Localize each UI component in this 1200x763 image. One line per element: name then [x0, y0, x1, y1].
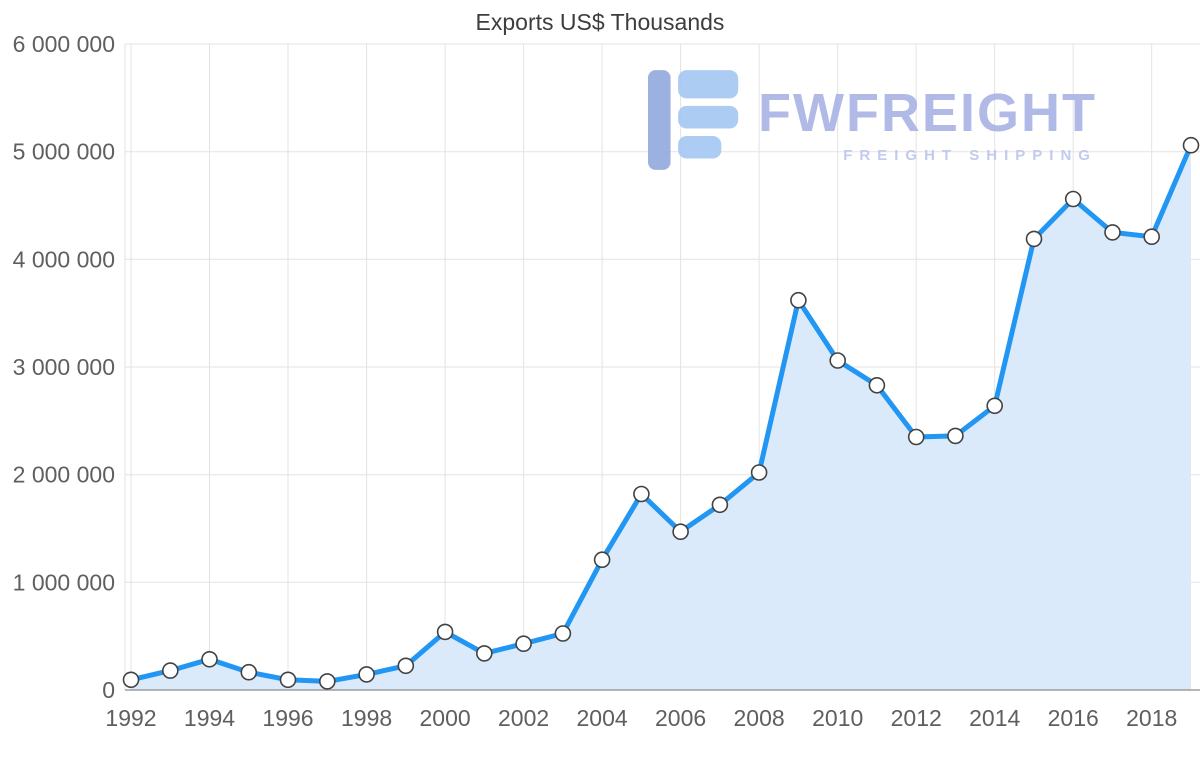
svg-text:1 000 000: 1 000 000 [13, 569, 115, 595]
svg-text:1994: 1994 [184, 705, 235, 731]
data-point [554, 625, 572, 642]
svg-text:2012: 2012 [891, 705, 942, 731]
svg-text:2 000 000: 2 000 000 [13, 462, 115, 488]
data-point [1143, 228, 1160, 245]
data-point [475, 645, 493, 662]
data-point [907, 428, 925, 446]
data-point [750, 464, 768, 481]
chart-title: Exports US$ Thousands [475, 9, 725, 35]
series-area [131, 145, 1191, 690]
data-point [711, 496, 729, 514]
data-point [868, 376, 886, 394]
svg-text:3 000 000: 3 000 000 [13, 354, 115, 380]
data-point [162, 662, 179, 679]
svg-text:5 000 000: 5 000 000 [13, 139, 115, 165]
data-point [1064, 190, 1082, 208]
data-point [358, 666, 375, 683]
svg-text:2000: 2000 [420, 705, 471, 731]
svg-text:1992: 1992 [105, 705, 156, 731]
data-point [593, 551, 611, 569]
svg-text:2014: 2014 [969, 705, 1020, 731]
data-point [201, 650, 218, 668]
data-point [1182, 136, 1200, 154]
svg-text:6 000 000: 6 000 000 [13, 31, 115, 57]
data-point [986, 397, 1004, 415]
svg-text:2002: 2002 [498, 705, 549, 731]
data-point [1025, 230, 1043, 248]
data-point [318, 673, 336, 690]
svg-text:4 000 000: 4 000 000 [13, 246, 115, 272]
data-point [790, 291, 807, 309]
svg-text:2006: 2006 [655, 705, 706, 731]
svg-text:0: 0 [102, 677, 115, 703]
data-points [122, 136, 1200, 690]
data-point [122, 671, 140, 689]
data-point [397, 657, 415, 675]
data-point [515, 635, 532, 653]
x-axis-labels: 1992 1994 1996 1998 2000 2002 2004 2006 2008 2010… [105, 705, 1177, 731]
data-point [279, 671, 297, 689]
y-axis-labels: 0 1 000 000 2 000 000 3 000 000 4 000 000 5 0… [13, 31, 115, 703]
data-point [947, 427, 964, 445]
data-point [436, 623, 454, 641]
data-point [240, 663, 258, 681]
svg-text:2008: 2008 [734, 705, 785, 731]
data-point [1104, 224, 1121, 241]
data-point [633, 485, 650, 503]
data-point [829, 352, 847, 369]
svg-text:1998: 1998 [341, 705, 392, 731]
svg-text:1996: 1996 [262, 705, 313, 731]
data-point [672, 523, 689, 541]
series-line [128, 142, 1194, 684]
svg-text:2010: 2010 [812, 705, 863, 731]
svg-text:2016: 2016 [1048, 705, 1099, 731]
svg-text:2004: 2004 [577, 705, 628, 731]
svg-text:2018: 2018 [1126, 705, 1177, 731]
